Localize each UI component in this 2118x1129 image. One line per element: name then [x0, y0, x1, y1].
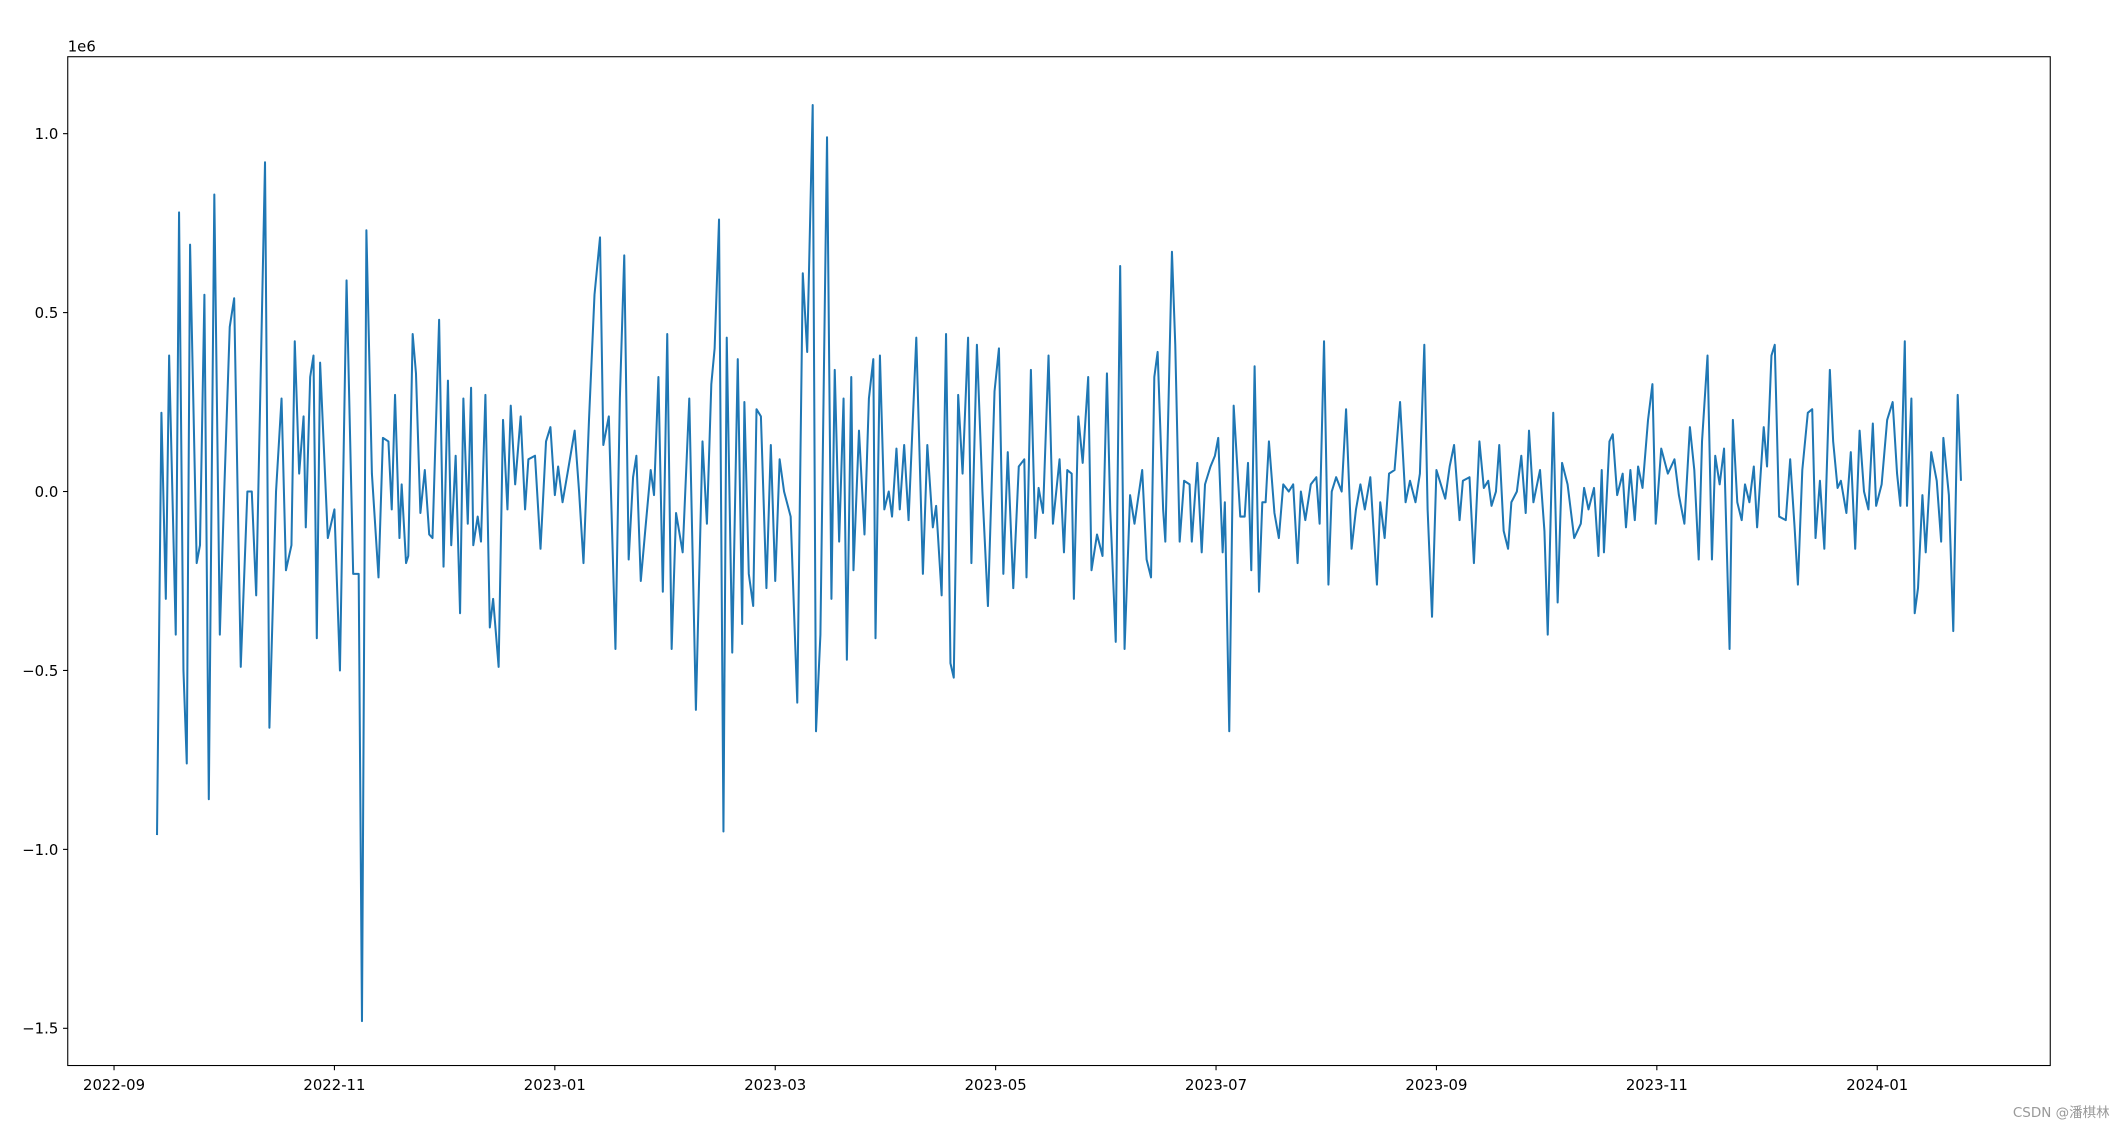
y-tick-label: 1.0: [35, 125, 59, 143]
axes-frame: [67, 56, 2051, 1067]
data-line: [156, 104, 1962, 1023]
y-tick-label: 0.0: [35, 483, 59, 501]
x-tick-label: 2024-01: [1846, 1076, 1908, 1094]
x-tick-label: 2023-03: [744, 1076, 806, 1094]
offset-label: 1e6: [68, 37, 96, 55]
x-tick-label: 2023-05: [965, 1076, 1027, 1094]
x-tick-label: 2022-09: [83, 1076, 145, 1094]
y-tick-label: −0.5: [22, 662, 58, 680]
y-tick-label: −1.5: [22, 1020, 58, 1038]
watermark: CSDN @潘棋林: [2013, 1105, 2110, 1121]
y-tick-label: −1.0: [22, 841, 58, 859]
x-tick-label: 2023-01: [524, 1076, 586, 1094]
x-tick-label: 2023-09: [1405, 1076, 1467, 1094]
y-tick-label: 0.5: [35, 304, 59, 322]
x-tick-label: 2023-11: [1626, 1076, 1688, 1094]
x-tick-label: 2022-11: [303, 1076, 365, 1094]
x-tick-label: 2023-07: [1185, 1076, 1247, 1094]
